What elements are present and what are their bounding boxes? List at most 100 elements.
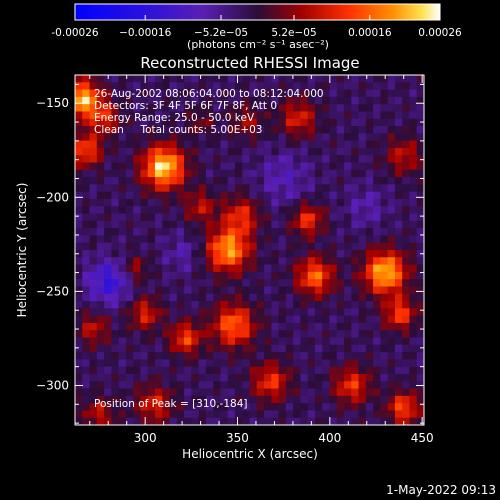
heatmap-cell [184, 417, 192, 426]
heatmap-cell [147, 366, 156, 375]
heatmap-cell [133, 322, 141, 331]
heatmap-cell [365, 104, 374, 112]
heatmap-cell [147, 359, 156, 368]
heatmap-cell [176, 177, 185, 185]
heatmap-cell [169, 279, 178, 287]
heatmap-cell [249, 118, 258, 127]
heatmap-cell [82, 162, 90, 171]
heatmap-cell [162, 417, 170, 426]
heatmap-cell [394, 228, 403, 236]
heatmap-cell [351, 184, 359, 193]
heatmap-cell [314, 228, 323, 236]
heatmap-cell [314, 403, 323, 411]
heatmap-cell [365, 220, 374, 229]
heatmap-cell [256, 104, 265, 112]
heatmap-cell [133, 308, 141, 317]
heatmap-cell [184, 286, 192, 295]
heatmap-cell [227, 96, 236, 105]
heatmap-cell [300, 162, 309, 171]
heatmap-cell [234, 133, 243, 142]
heatmap-cell [118, 133, 127, 142]
heatmap-cell [169, 359, 178, 368]
heatmap-cell [191, 169, 199, 178]
heatmap-cell [271, 206, 279, 214]
heatmap-cell [242, 279, 250, 287]
heatmap-cell [380, 96, 389, 105]
heatmap-cell [140, 286, 149, 295]
heatmap-cell [104, 308, 112, 317]
heatmap-cell [96, 395, 105, 404]
heatmap-cell [125, 206, 134, 214]
heatmap-cell [409, 381, 418, 389]
heatmap-cell [191, 366, 199, 375]
heatmap-cell [249, 286, 258, 295]
heatmap-cell [154, 359, 163, 368]
heatmap-cell [336, 308, 345, 317]
heatmap-cell [75, 118, 83, 127]
heatmap-cell [227, 235, 236, 244]
heatmap-cell [184, 75, 192, 83]
heatmap-cell [249, 293, 258, 302]
heatmap-cell [205, 184, 214, 193]
heatmap-cell [89, 352, 98, 360]
heatmap-cell [293, 366, 301, 375]
heatmap-cell [293, 104, 301, 112]
heatmap-cell [176, 191, 185, 200]
heatmap-cell [300, 250, 309, 258]
heatmap-cell [329, 286, 338, 295]
heatmap-cell [358, 89, 367, 98]
heatmap-cell [351, 191, 359, 200]
heatmap-cell [365, 89, 374, 98]
heatmap-cell [191, 293, 199, 302]
heatmap-cell [118, 388, 127, 397]
heatmap-cell [387, 96, 396, 105]
heatmap-cell [125, 111, 134, 120]
heatmap-cell [162, 271, 170, 280]
heatmap-cell [220, 271, 229, 280]
heatmap-cell [358, 337, 367, 346]
heatmap-cell [285, 155, 294, 163]
heatmap-cell [227, 191, 236, 200]
heatmap-cell [205, 264, 214, 273]
heatmap-cell [96, 352, 105, 360]
heatmap-cell [271, 293, 279, 302]
heatmap-cell [133, 301, 141, 309]
heatmap-cell [154, 89, 163, 98]
heatmap-cell [104, 381, 112, 389]
heatmap-cell [358, 271, 367, 280]
heatmap-cell [198, 250, 207, 258]
heatmap-cell [402, 301, 410, 309]
heatmap-cell [351, 337, 359, 346]
heatmap-cell [242, 155, 250, 163]
heatmap-cell [125, 330, 134, 338]
heatmap-cell [96, 315, 105, 324]
heatmap-cell [409, 322, 418, 331]
heatmap-cell [278, 344, 287, 353]
heatmap-cell [387, 118, 396, 127]
heatmap-cell [285, 104, 294, 112]
heatmap-cell [249, 417, 258, 426]
heatmap-cell [220, 264, 229, 273]
heatmap-cell [82, 191, 90, 200]
heatmap-cell [140, 337, 149, 346]
heatmap-cell [82, 213, 90, 222]
heatmap-cell [358, 330, 367, 338]
heatmap-cell [416, 279, 425, 287]
heatmap-cell [344, 330, 352, 338]
heatmap-cell [198, 308, 207, 317]
heatmap-cell [314, 330, 323, 338]
heatmap-cell [336, 147, 345, 156]
heatmap-cell [249, 337, 258, 346]
heatmap-cell [358, 301, 367, 309]
heatmap-cell [402, 337, 410, 346]
heatmap-cell [293, 417, 301, 426]
heatmap-cell [264, 147, 272, 156]
heatmap-cell [256, 111, 265, 120]
heatmap-cell [264, 191, 272, 200]
heatmap-cell [234, 410, 243, 419]
heatmap-cell [227, 264, 236, 273]
heatmap-cell [358, 417, 367, 426]
heatmap-cell [176, 264, 185, 273]
heatmap-cell [336, 359, 345, 368]
heatmap-cell [380, 177, 389, 185]
